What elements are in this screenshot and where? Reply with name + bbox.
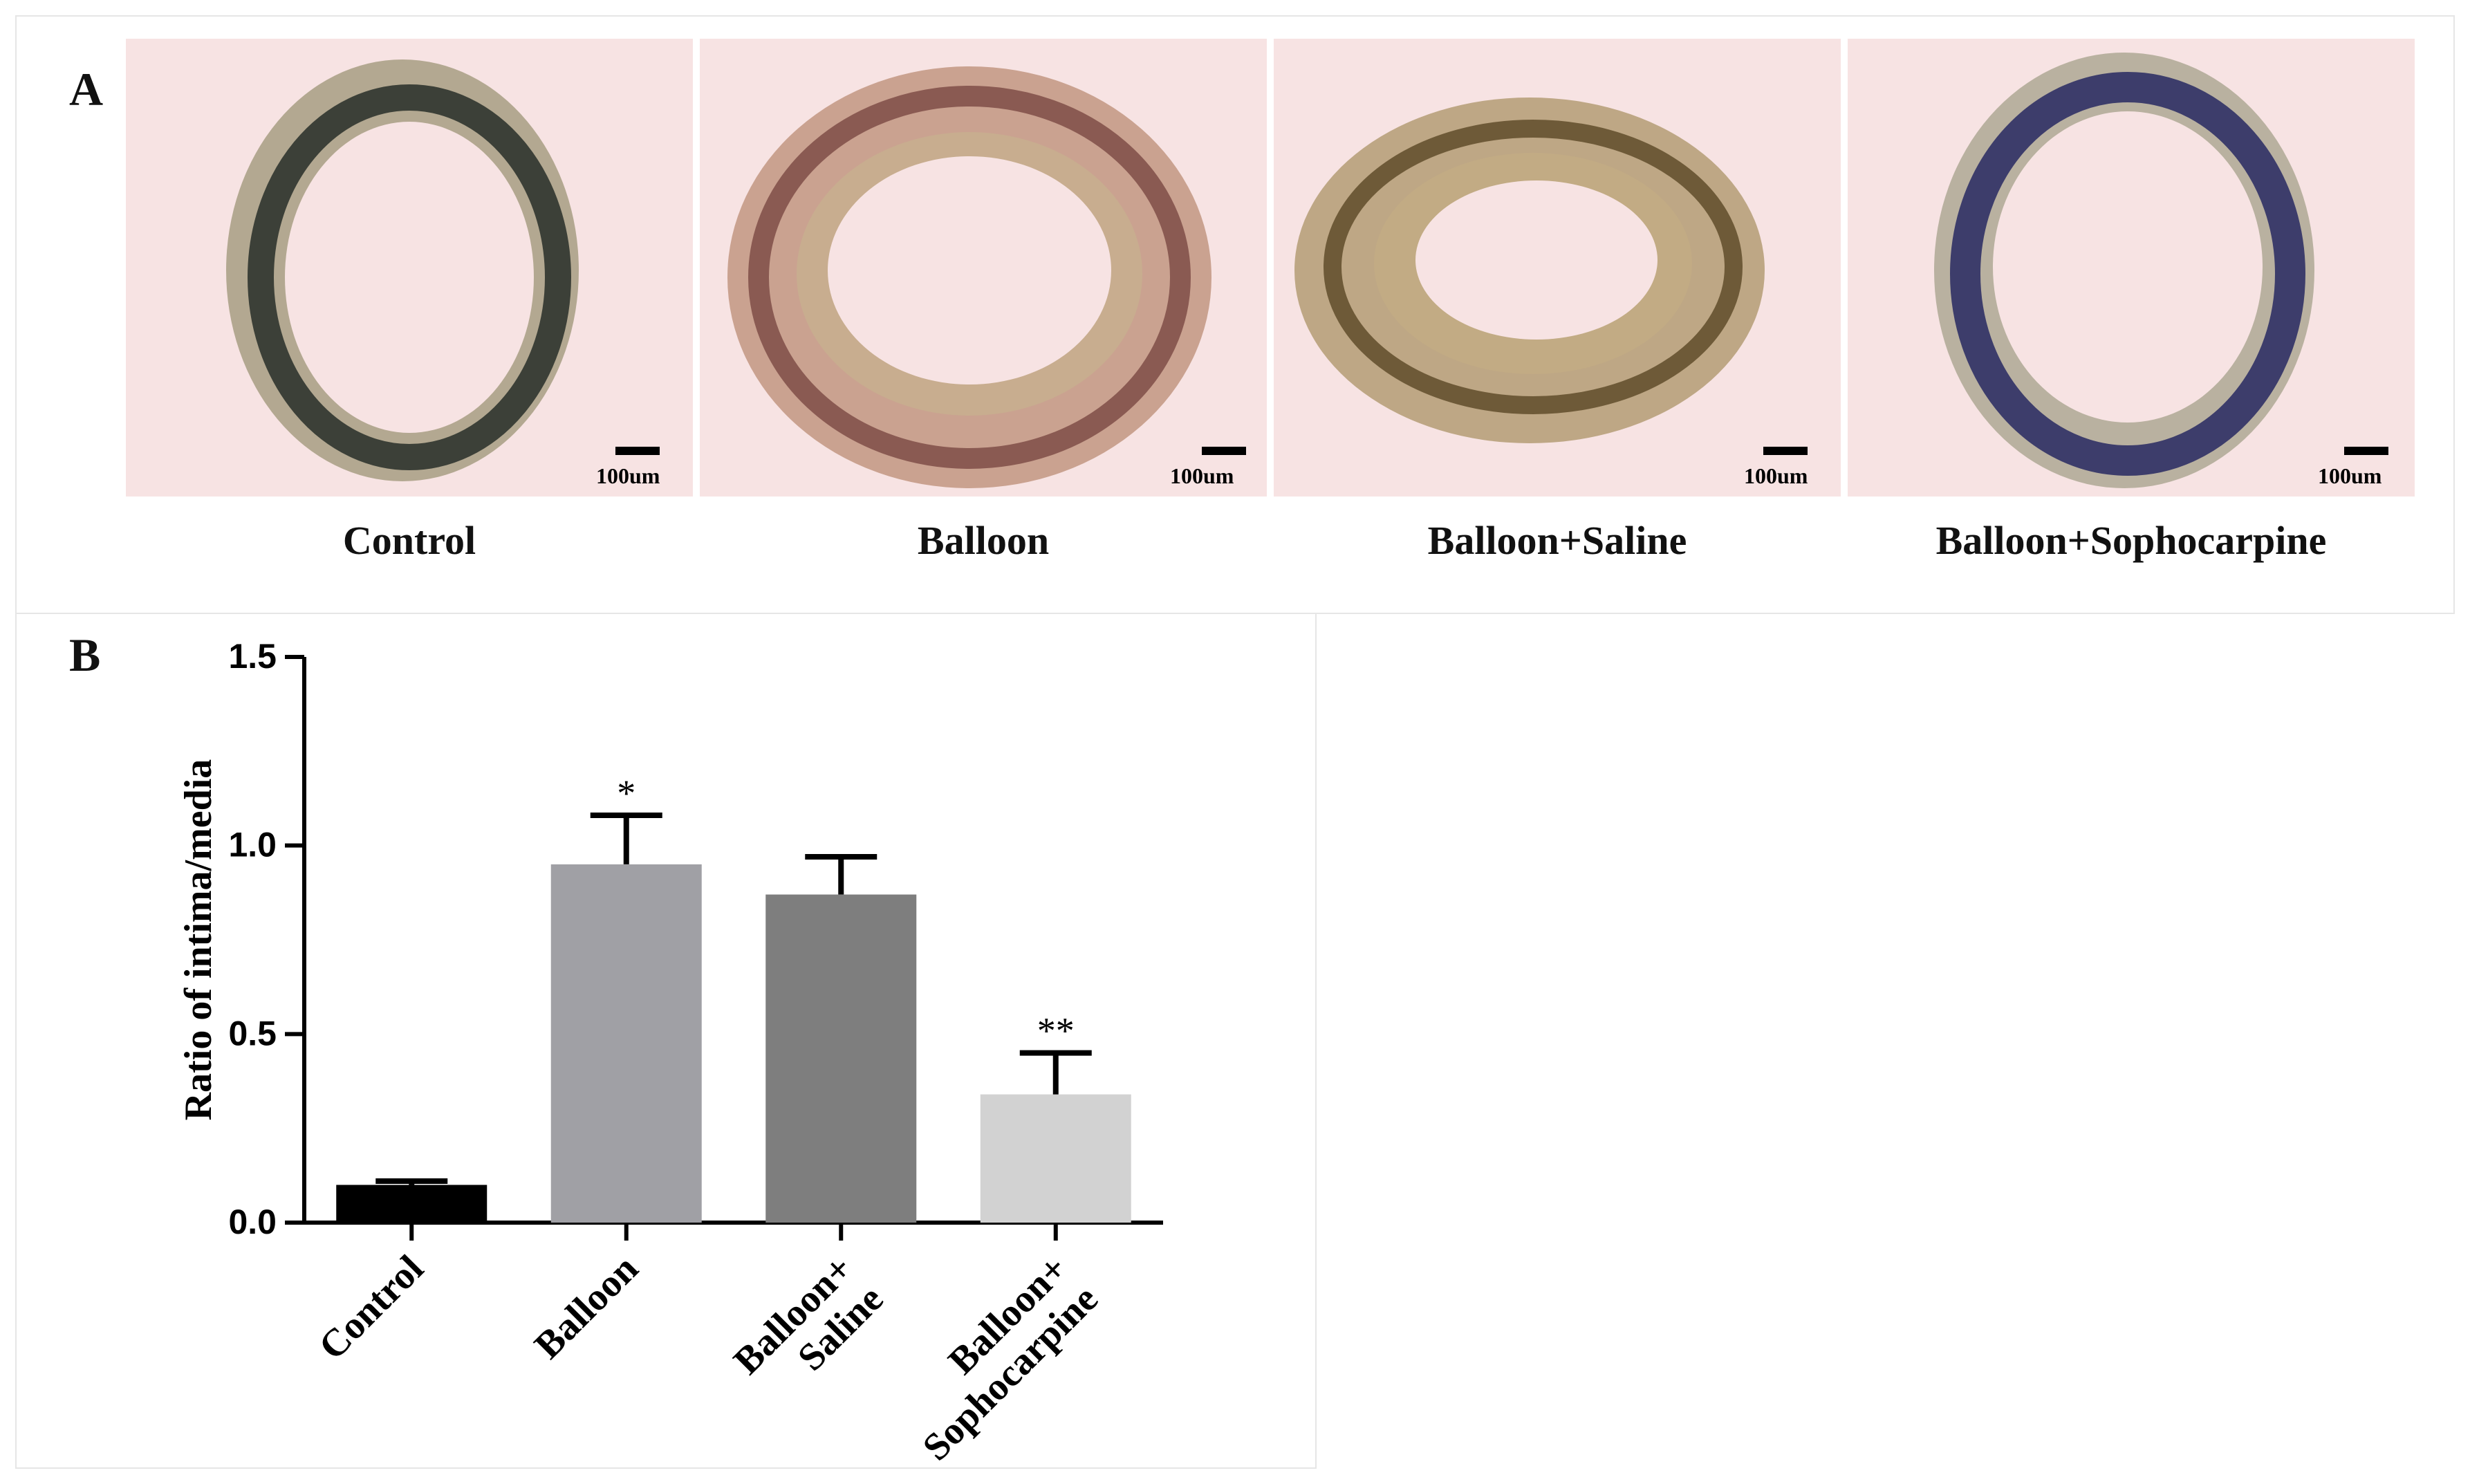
x-tick-label: Control (310, 1247, 431, 1368)
scale-label: 100um (1744, 463, 1808, 488)
panel-b-label: B (69, 629, 101, 681)
x-tick-label-line: Balloon (526, 1247, 647, 1367)
scale-label: 100um (1170, 463, 1234, 488)
scale-bar (1763, 447, 1808, 455)
micrograph-caption: Balloon+Sophocarpine (1935, 518, 2327, 563)
micrograph-balloon: 100um (700, 39, 1267, 497)
scale-bar (2344, 447, 2388, 455)
vessel-section-image (1934, 53, 2314, 488)
y-axis-label: Ratio of intima/media (177, 759, 220, 1121)
panel-b-frame (15, 613, 1317, 1469)
y-tick-label: 1.0 (228, 826, 277, 864)
micrograph-caption: Balloon+Saline (1427, 518, 1687, 563)
x-tick-label-line: Control (310, 1247, 431, 1368)
scale-bar (1202, 447, 1246, 455)
micrograph-caption: Balloon (917, 518, 1050, 563)
x-tick-label: Balloon+Saline (725, 1247, 891, 1413)
micrograph-caption: Control (342, 518, 476, 563)
bar (765, 894, 917, 1223)
micrograph-balloon-sophocarpine: 100um (1848, 39, 2415, 497)
scale-label: 100um (2318, 463, 2382, 488)
micrograph-balloon-saline: 100um (1274, 39, 1841, 497)
vessel-section-image (1294, 98, 1765, 443)
significance-marker: ** (1037, 1010, 1075, 1052)
panel-a-label: A (69, 63, 104, 115)
x-tick-label: Balloon (526, 1247, 647, 1367)
bar (550, 864, 702, 1223)
y-tick-label: 0.0 (228, 1203, 277, 1241)
vessel-section-image (226, 59, 579, 481)
scale-bar (615, 447, 660, 455)
significance-marker: * (617, 772, 635, 814)
x-tick-label: Balloon+Sophocarpine (884, 1247, 1106, 1469)
y-tick-label: 1.5 (228, 637, 277, 676)
vessel-section-image (727, 66, 1211, 488)
panel-a-frame (15, 15, 2455, 614)
bar (336, 1185, 488, 1223)
y-tick-label: 0.5 (228, 1014, 277, 1052)
scale-label: 100um (596, 463, 660, 488)
micrograph-control: 100um (126, 39, 693, 497)
bar (980, 1094, 1131, 1223)
